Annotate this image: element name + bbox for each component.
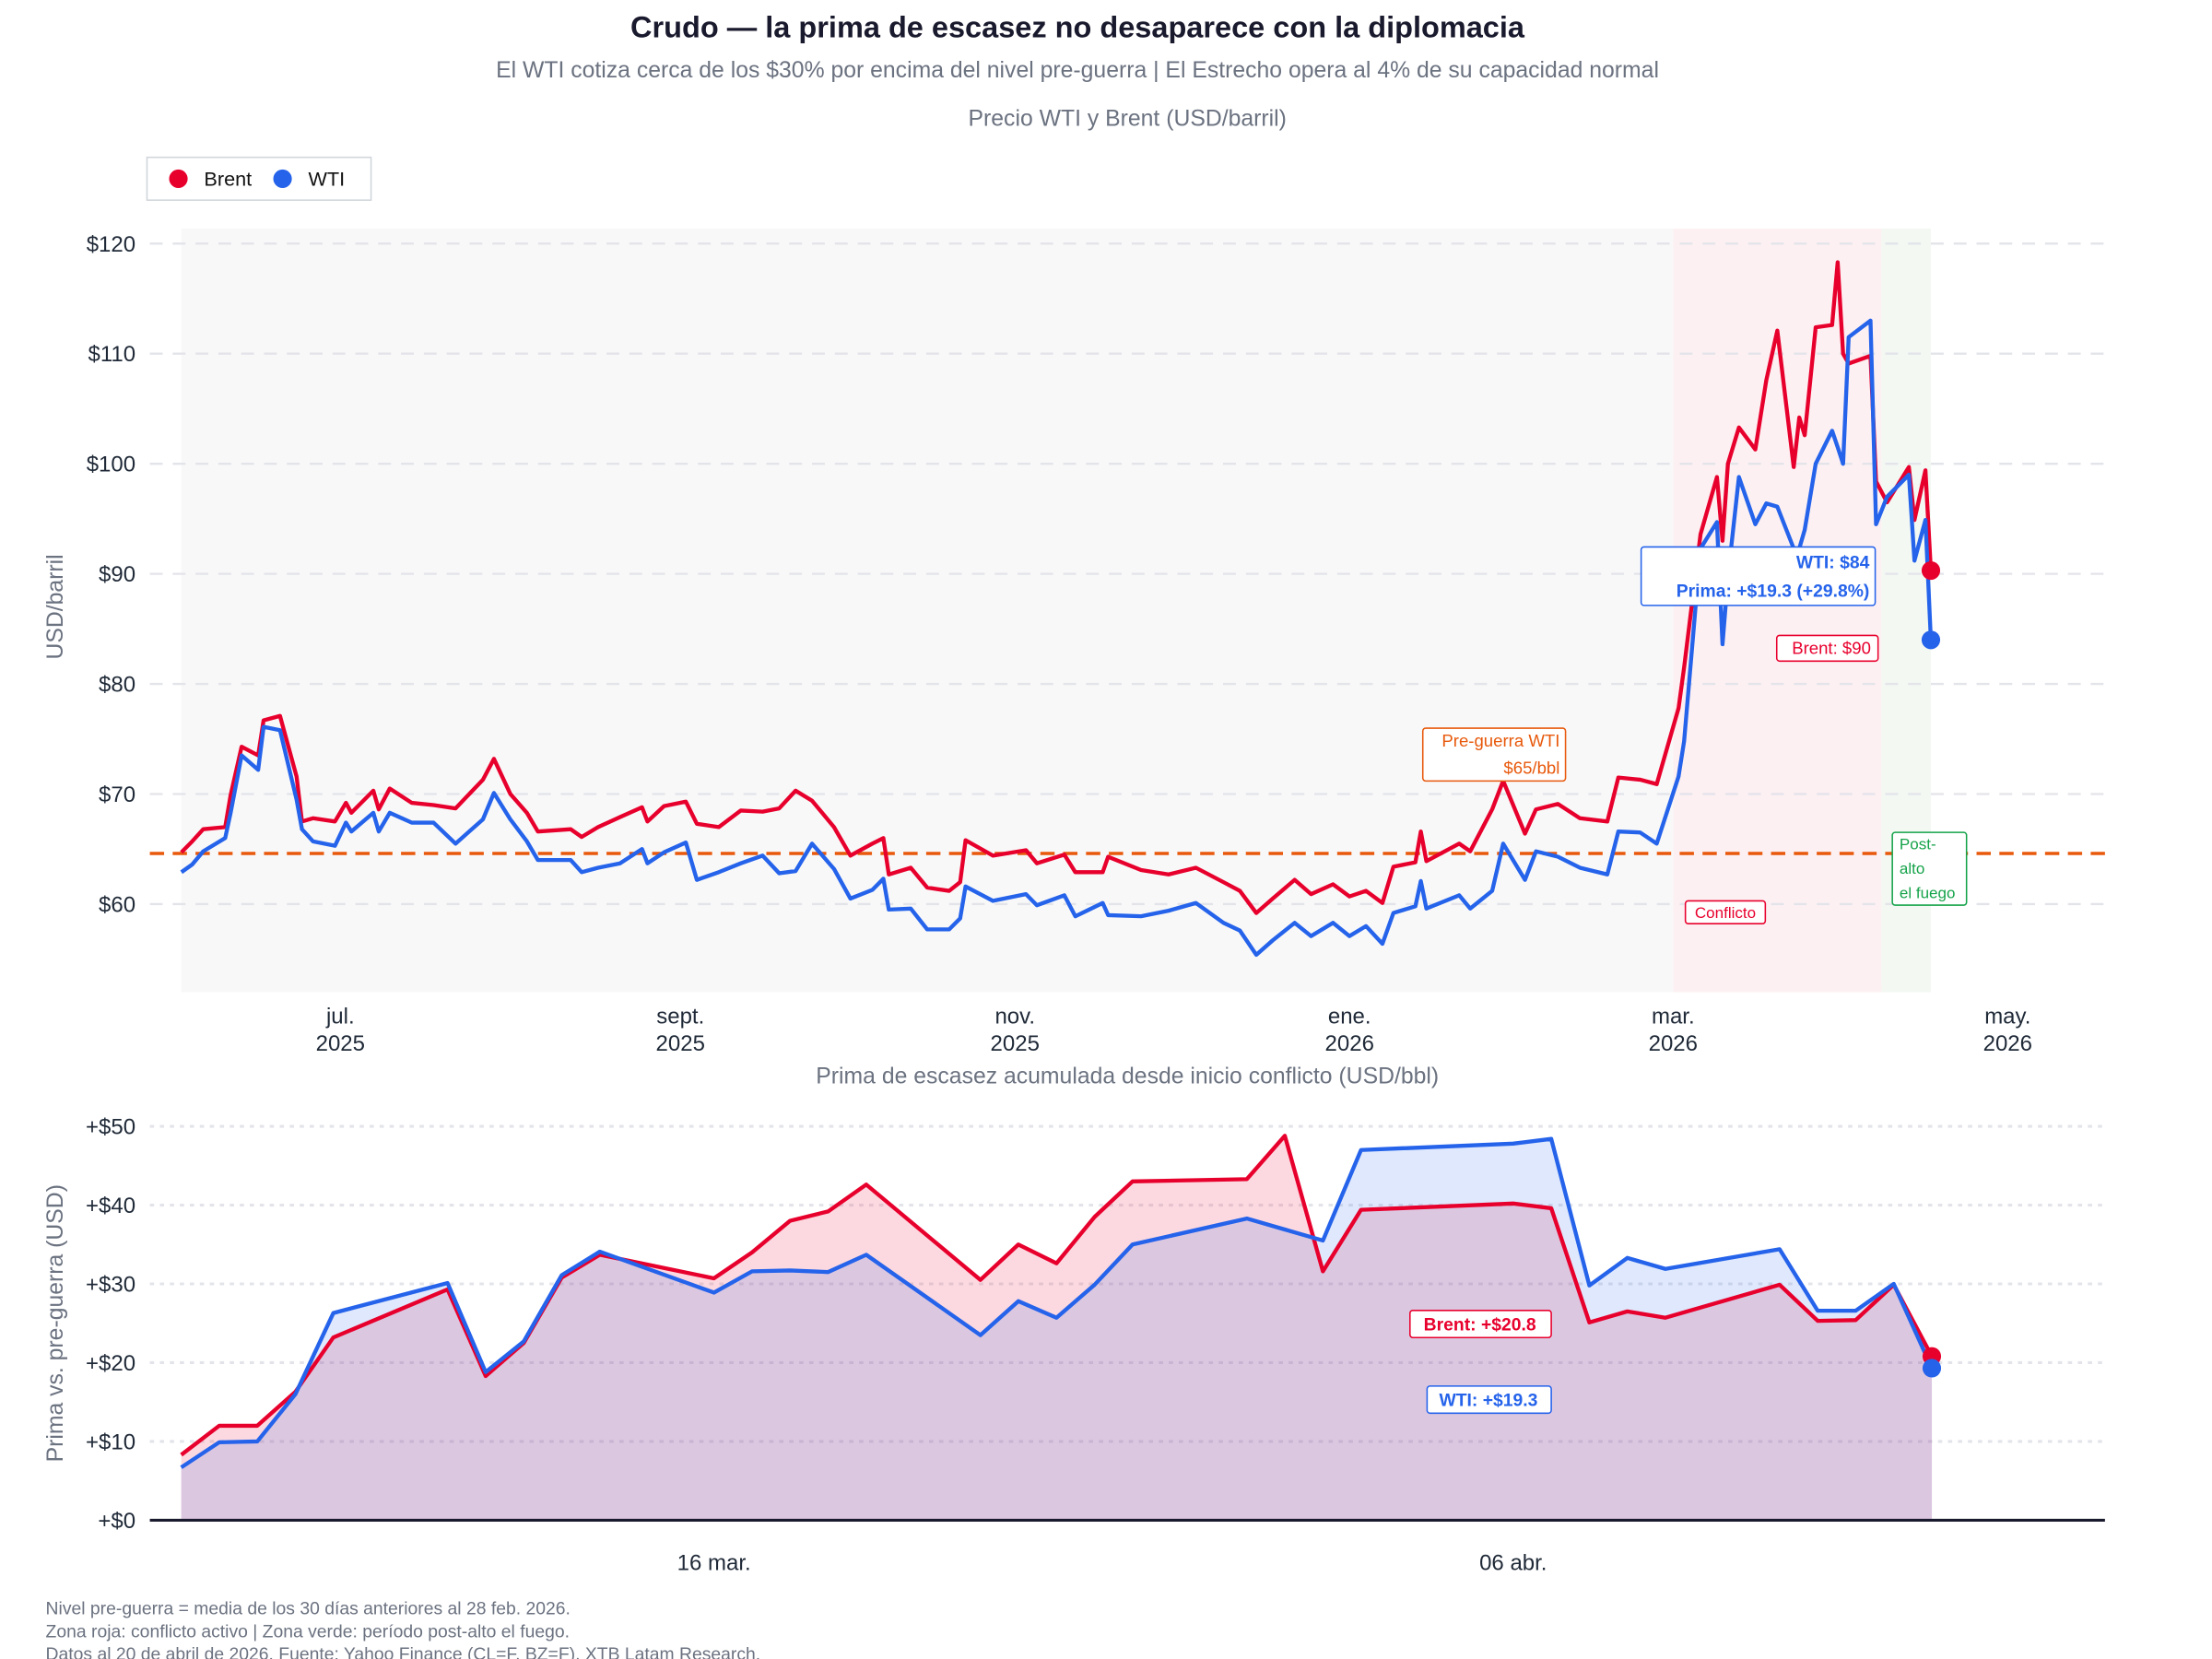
x-tick-label: 06 abr. — [1479, 1551, 1547, 1576]
legend-brent-label: Brent — [204, 168, 252, 191]
brent-premium-label: Brent: +$20.8 — [1424, 1314, 1536, 1335]
x-tick-year: 2026 — [1649, 1031, 1698, 1056]
end-marker-wti — [1921, 630, 1941, 650]
x-tick-label: ene. — [1328, 1005, 1371, 1030]
legend-wti-marker — [273, 169, 292, 188]
top-y-axis-label: USD/barril — [43, 554, 68, 659]
region-pre-conflict — [181, 229, 1674, 993]
post-label-3: el fuego — [1900, 884, 1956, 901]
x-tick-label: 16 mar. — [677, 1551, 751, 1576]
footer-line-2: Zona roja: conflicto activo | Zona verde… — [46, 1621, 570, 1641]
legend: Brent WTI — [146, 156, 372, 201]
area-fill-brent — [181, 1135, 1933, 1521]
y-tick-label: +$0 — [98, 1509, 135, 1534]
y-tick-label: $70 — [99, 782, 135, 807]
x-tick-year: 2025 — [991, 1031, 1040, 1056]
bottom-y-axis-label: Prima vs. pre-guerra (USD) — [43, 1184, 68, 1462]
bottom-y-ticks: +$0 +$10 +$20 +$30 +$40 +$50 — [86, 1115, 135, 1534]
post-ceasefire-annotation: Post- alto el fuego — [1891, 831, 1968, 906]
x-tick-label: may. — [1984, 1005, 2030, 1030]
preguerra-label: Pre-guerra WTI — [1441, 731, 1559, 750]
x-tick-year: 2026 — [1325, 1031, 1374, 1056]
top-chart-title: Precio WTI y Brent (USD/barril) — [969, 107, 1287, 132]
premium-line-brent — [180, 1134, 1934, 1457]
brent-price-annotation: Brent: $90 — [1775, 634, 1879, 663]
y-tick-label: +$30 — [86, 1273, 135, 1298]
brent-price-label: Brent: $90 — [1792, 639, 1871, 658]
series-line-wti — [180, 318, 1934, 958]
conflict-annotation: Conflicto — [1684, 900, 1767, 924]
bottom-chart-title: Prima de escasez acumulada desde inicio … — [816, 1065, 1439, 1089]
area-fill-wti — [181, 1138, 1933, 1521]
footer-line-3: Datos al 20 de abril de 2026. Fuente: Ya… — [46, 1644, 761, 1659]
wti-price-label: WTI: $84 — [1796, 553, 1870, 573]
premium-end-marker-wti — [1922, 1359, 1942, 1378]
series-line-brent — [180, 260, 1934, 915]
legend-wti-label: WTI — [308, 168, 345, 191]
legend-brent-marker — [169, 169, 188, 188]
y-tick-label: $110 — [88, 342, 135, 367]
x-tick-label: sept. — [656, 1005, 704, 1030]
top-series — [180, 260, 1934, 958]
top-x-ticks: jul.2025sept.2025nov.2025ene.2026mar.202… — [316, 1005, 2032, 1056]
bottom-series — [180, 1134, 1935, 1469]
wti-premium-annotation: WTI: +$19.3 — [1426, 1385, 1552, 1415]
wti-premium-bottom-label: WTI: +$19.3 — [1439, 1391, 1537, 1411]
y-tick-label: $90 — [99, 562, 135, 587]
top-y-ticks: $60 $70 $80 $90 $100 $110 $120 — [87, 232, 135, 918]
y-tick-label: $100 — [87, 453, 135, 477]
x-tick-label: mar. — [1652, 1005, 1695, 1030]
wti-premium-label: Prima: +$19.3 (+29.8%) — [1677, 582, 1870, 602]
wti-price-annotation: WTI: $84 Prima: +$19.3 (+29.8%) — [1640, 546, 1877, 606]
x-tick-label: nov. — [994, 1005, 1035, 1030]
y-tick-label: +$10 — [86, 1430, 135, 1454]
y-tick-label: $60 — [99, 892, 135, 917]
y-tick-label: $120 — [87, 232, 135, 257]
page-subtitle: El WTI cotiza cerca de los $30% por enci… — [496, 58, 1659, 83]
page-title: Crudo — la prima de escasez no desaparec… — [630, 11, 1525, 44]
post-label-2: alto — [1900, 860, 1924, 877]
x-tick-label: jul. — [325, 1005, 355, 1030]
bottom-areas — [181, 1135, 1933, 1521]
y-tick-label: +$50 — [86, 1115, 135, 1140]
conflict-label: Conflicto — [1695, 904, 1756, 922]
y-tick-label: +$20 — [86, 1351, 135, 1376]
top-regions — [181, 229, 1931, 993]
bottom-x-ticks: 16 mar. 06 abr. — [677, 1551, 1547, 1576]
premium-line-wti — [180, 1136, 1935, 1469]
brent-premium-annotation: Brent: +$20.8 — [1409, 1310, 1552, 1338]
preguerra-annotation: Pre-guerra WTI $65/bbl — [1421, 727, 1567, 782]
x-tick-year: 2025 — [316, 1031, 365, 1056]
footer-line-1: Nivel pre-guerra = media de los 30 días … — [46, 1599, 571, 1619]
y-tick-label: +$40 — [86, 1194, 135, 1218]
x-tick-year: 2026 — [1983, 1031, 2032, 1056]
end-marker-brent — [1921, 560, 1941, 581]
x-tick-year: 2025 — [656, 1031, 705, 1056]
bottom-end-markers — [1922, 1347, 1942, 1378]
top-end-markers — [1921, 560, 1941, 650]
y-tick-label: $80 — [99, 673, 135, 698]
preguerra-value: $65/bbl — [1503, 759, 1559, 778]
post-label-1: Post- — [1900, 836, 1936, 853]
